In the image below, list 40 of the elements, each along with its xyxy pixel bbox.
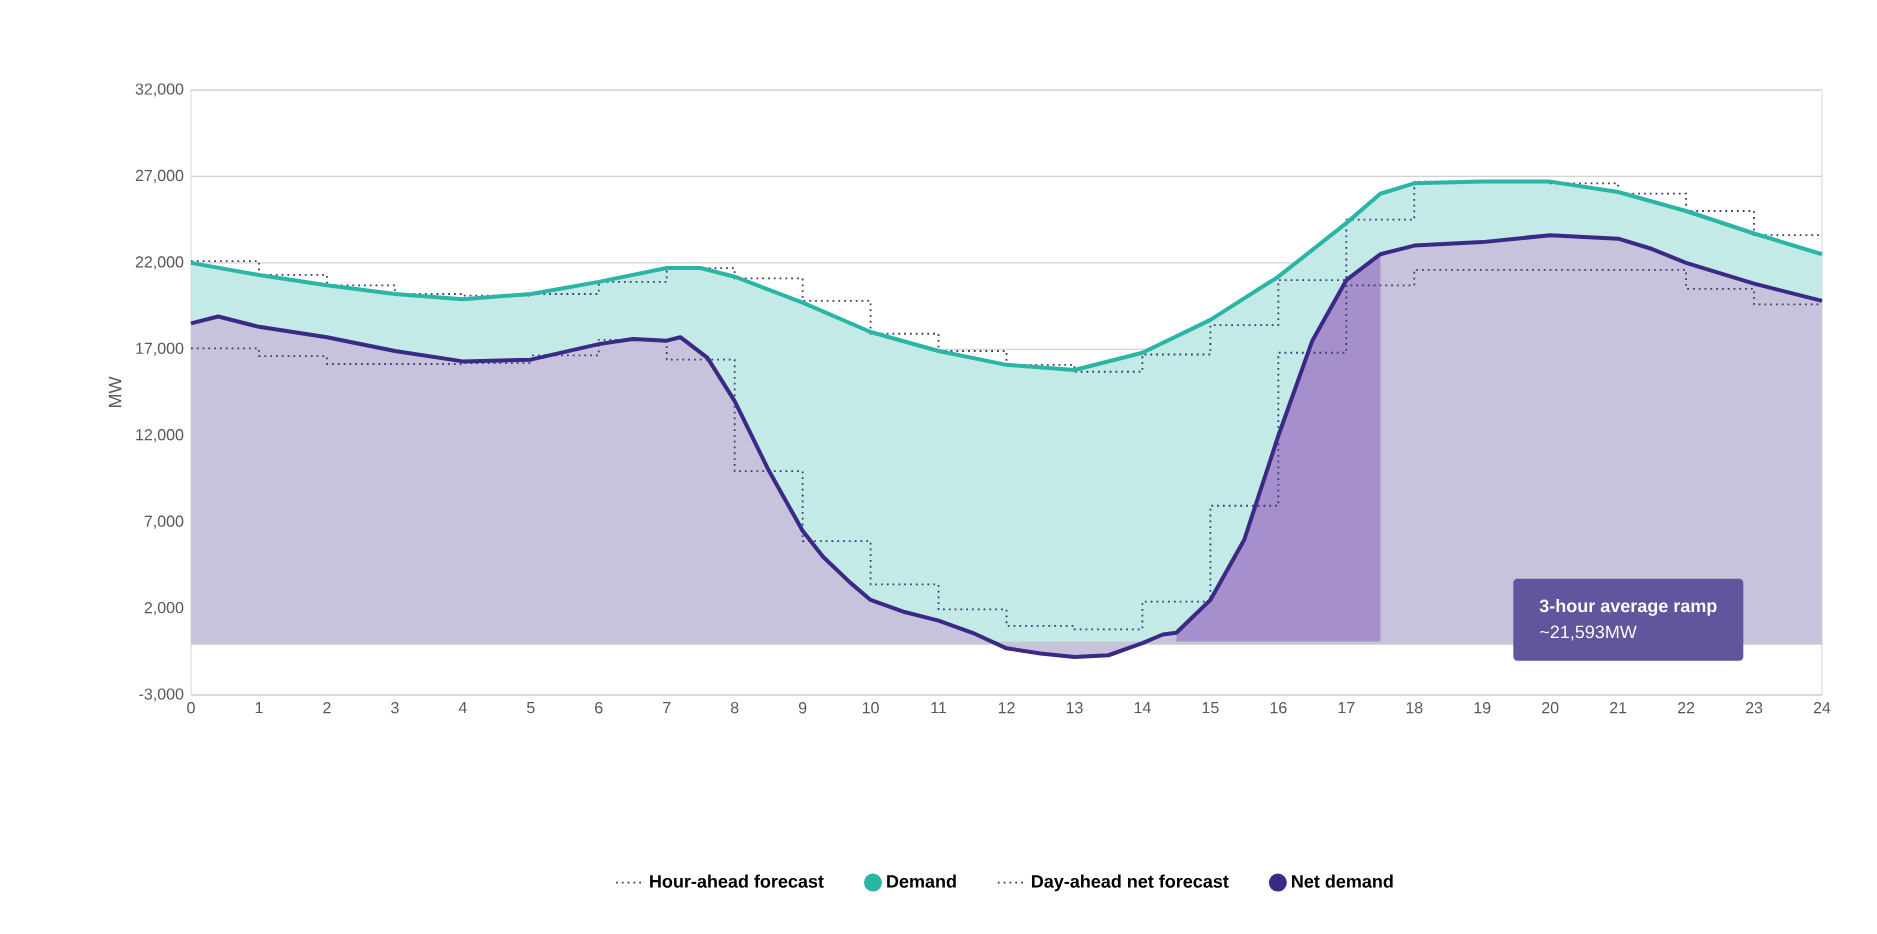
x-tick-label: 15 [1202,702,1219,714]
y-tick-label: 12,000 [136,429,184,443]
y-tick-label: 7,000 [144,515,184,529]
x-tick-label: 0 [187,702,195,714]
x-tick-label: 4 [458,702,467,714]
y-tick-label: -3,000 [139,688,184,702]
legend-label: Day-ahead net forecast [1031,874,1229,892]
legend-label: Demand [887,874,956,888]
x-tick-label: 12 [998,702,1015,714]
x-tick-label: 21 [1610,702,1627,714]
x-tick-label: 18 [1406,702,1423,714]
x-tick-label: 6 [595,702,603,714]
x-tick-label: 24 [1813,702,1831,714]
y-tick-label: 2,000 [144,601,184,616]
legend-label: Hour-ahead forecast [650,874,824,888]
x-tick-label: 16 [1270,702,1287,714]
x-tick-label: 10 [862,702,879,714]
x-tick-label: 1 [255,702,263,714]
x-tick-label: 9 [798,702,807,714]
annotation: 3-hour average ramp [1539,599,1717,616]
x-tick-label: 3 [391,702,399,714]
x-tick-label: 8 [730,702,739,714]
x-tick-label: 13 [1066,702,1083,714]
y-tick-label: 32,000 [135,83,184,97]
x-tick-label: 7 [663,702,671,714]
annotation: ~21,593MW [1540,625,1637,641]
x-tick-label: 17 [1338,702,1355,714]
x-tick-label: 2 [323,702,331,714]
x-tick-label: 22 [1678,702,1695,714]
x-tick-label: 20 [1542,702,1559,714]
y-axis-title: MW [108,376,122,408]
x-tick-label: 19 [1474,702,1491,714]
y-tick-label: 22,000 [135,256,184,270]
y-tick-label: 17,000 [136,342,184,356]
x-tick-label: 11 [931,702,947,714]
legend-label: Net demand [1292,874,1393,888]
x-tick-label: 23 [1745,702,1763,714]
x-tick-label: 5 [526,702,535,714]
x-tick-label: 14 [1134,702,1151,714]
y-tick-label: 27,000 [135,169,184,184]
